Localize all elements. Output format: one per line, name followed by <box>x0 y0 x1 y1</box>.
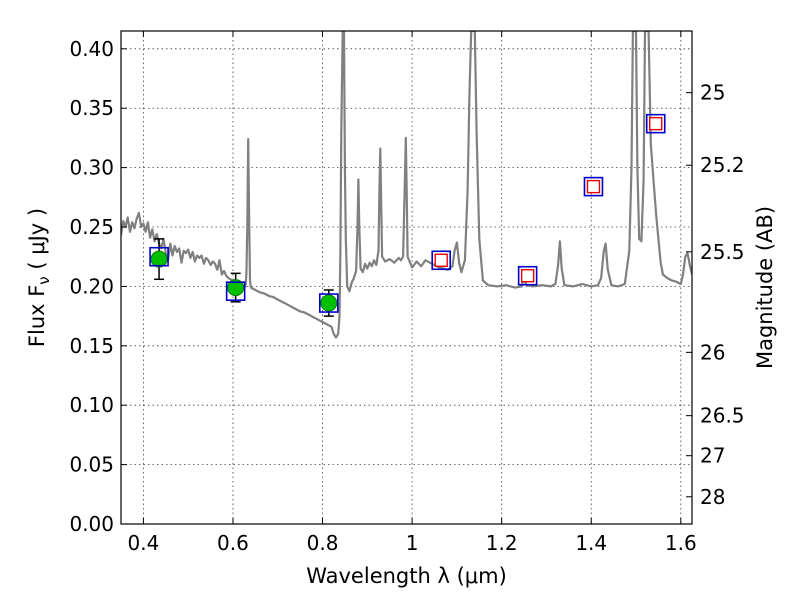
model-spectrum-line <box>121 31 692 339</box>
right-tick-label: 28 <box>700 485 725 509</box>
x-axis: 0.4 0.6 0.8 1 1.2 1.4 1.6 <box>127 31 697 555</box>
plot-series <box>121 31 692 339</box>
right-tick-label: 25.2 <box>700 153 745 177</box>
predicted-band-square <box>649 116 663 131</box>
model-band-square <box>431 250 452 271</box>
x-tick-label: 1.2 <box>486 531 518 555</box>
model-band-square <box>318 293 339 313</box>
x-tick-label: 0.6 <box>217 531 249 555</box>
grid <box>121 31 692 525</box>
right-tick-label: 27 <box>700 444 725 468</box>
model-band-square <box>517 265 538 286</box>
predicted-band-square <box>434 253 448 267</box>
model-band-square <box>645 113 666 134</box>
x-tick-label: 1.6 <box>665 531 697 555</box>
predicted-band-square <box>520 269 535 283</box>
x-tick-label: 0.8 <box>307 531 339 555</box>
y-tick-label: 0.00 <box>69 512 114 536</box>
model-band-square <box>225 281 246 301</box>
right-tick-label: 26 <box>700 340 725 364</box>
observed-point <box>320 294 338 312</box>
right-axis: 25 25.2 25.5 26 26.5 27 28 <box>686 81 745 509</box>
plot-frame <box>120 30 693 525</box>
y-axis: 0.00 0.05 0.10 0.15 0.20 0.25 0.30 0.35 0.40 <box>69 37 127 536</box>
y-tick-label: 0.10 <box>69 393 114 417</box>
right-axis-label: Magnitude (AB) <box>753 206 777 369</box>
y-tick-label: 0.35 <box>69 96 114 120</box>
observed-point <box>227 279 245 297</box>
model-band-square <box>583 176 604 197</box>
y-axis-label: Flux Fν ( μJy ) <box>25 208 53 347</box>
x-axis-label: Wavelength λ (μm) <box>306 564 507 588</box>
y-tick-label: 0.15 <box>69 334 114 358</box>
x-tick-label: 0.4 <box>127 531 159 555</box>
y-tick-label: 0.40 <box>69 37 114 61</box>
model-band-square <box>149 246 169 267</box>
right-tick-label: 25 <box>700 81 725 105</box>
observed-point <box>150 250 168 268</box>
y-tick-label: 0.25 <box>69 215 114 239</box>
y-tick-label: 0.20 <box>69 274 114 298</box>
x-tick-label: 1.4 <box>575 531 607 555</box>
right-tick-label: 25.5 <box>700 240 745 264</box>
x-tick-label: 1 <box>406 531 419 555</box>
y-tick-label: 0.30 <box>69 156 114 180</box>
y-tick-label: 0.05 <box>69 453 114 477</box>
right-tick-label: 26.5 <box>700 404 745 428</box>
predicted-band-square <box>586 179 601 194</box>
